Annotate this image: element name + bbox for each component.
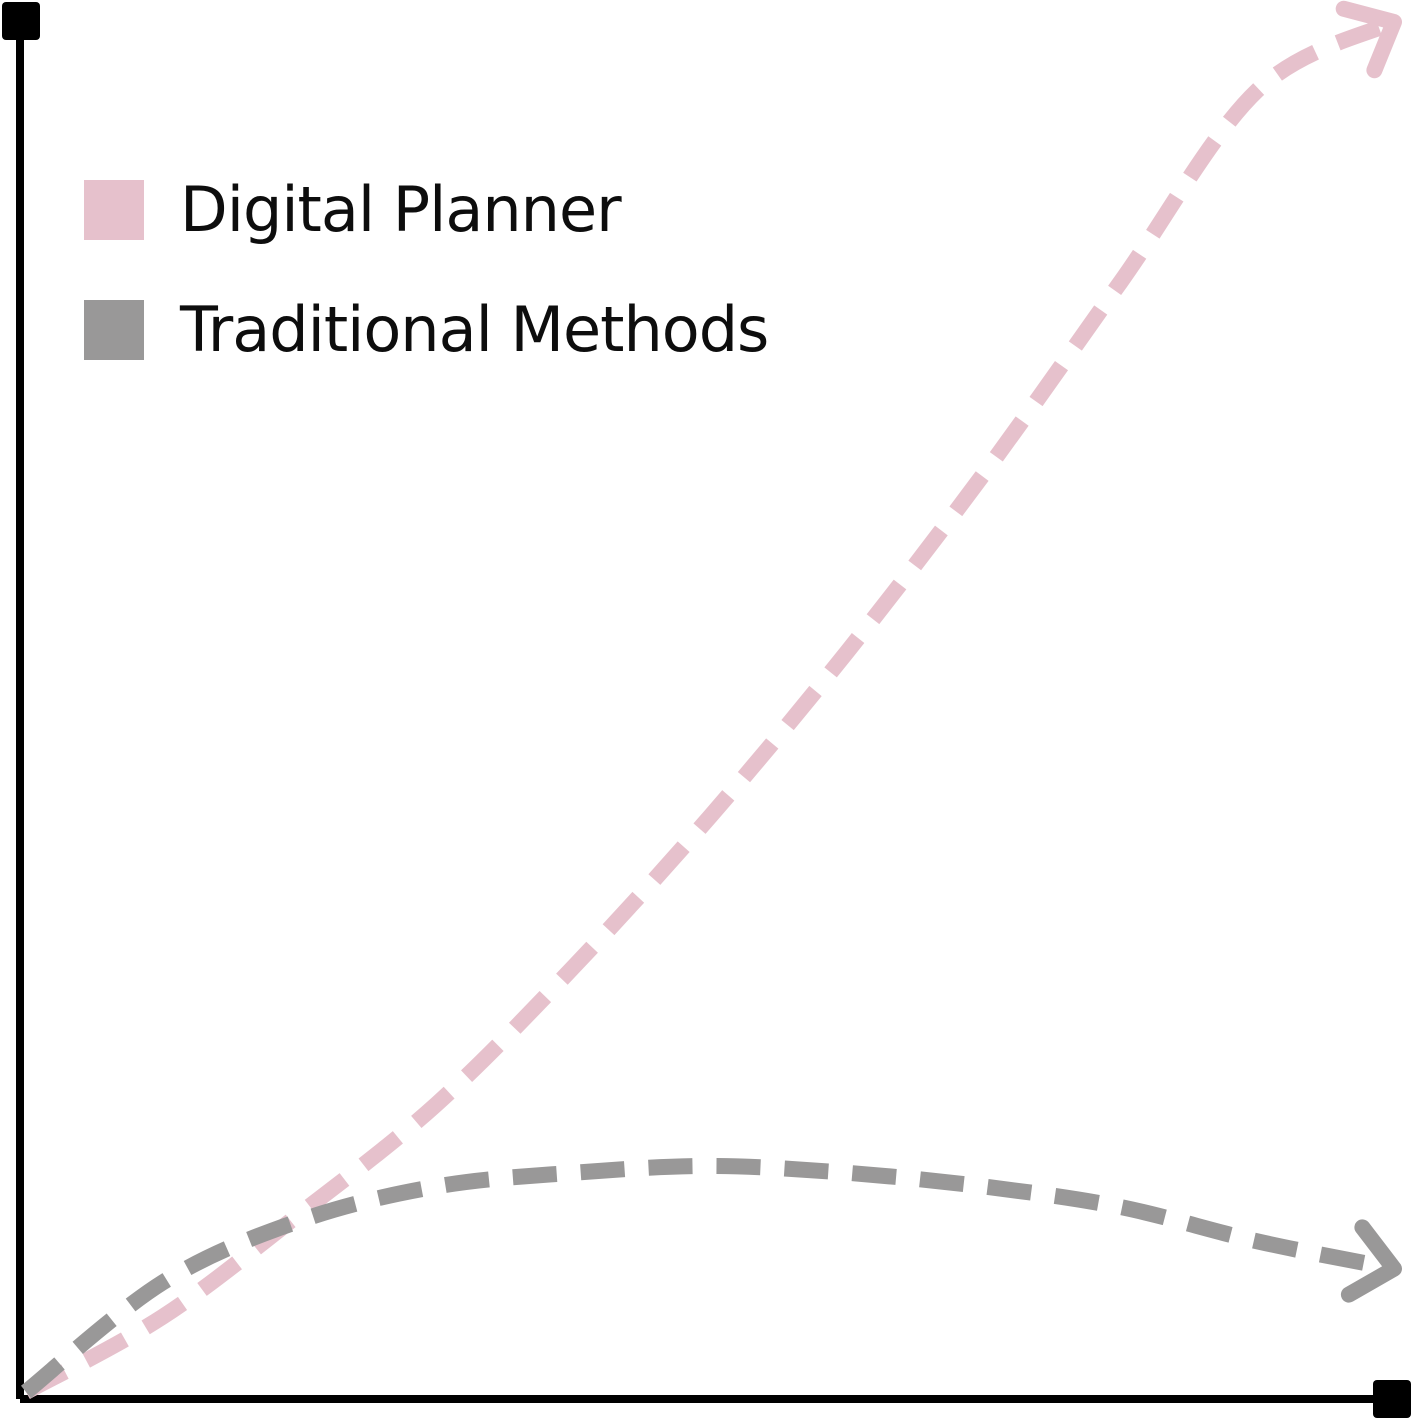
legend-label-digital-planner: Digital Planner [180, 173, 622, 246]
legend-label-traditional-methods: Traditional Methods [180, 293, 769, 366]
series-arrowhead-digital-planner [1335, 0, 1402, 79]
series-line-traditional-methods [20, 1157, 1396, 1399]
series-layer [20, 0, 1402, 1400]
legend-item-traditional-methods: Traditional Methods [84, 293, 769, 366]
legend: Digital Planner Traditional Methods [84, 173, 769, 420]
legend-swatch-digital-planner [84, 180, 144, 240]
x-axis-end-cap [1373, 1380, 1411, 1418]
series-arrowhead-traditional-methods [1340, 1219, 1402, 1303]
legend-item-digital-planner: Digital Planner [84, 173, 768, 246]
legend-swatch-traditional-methods [84, 300, 144, 360]
y-axis-end-cap [2, 2, 40, 40]
